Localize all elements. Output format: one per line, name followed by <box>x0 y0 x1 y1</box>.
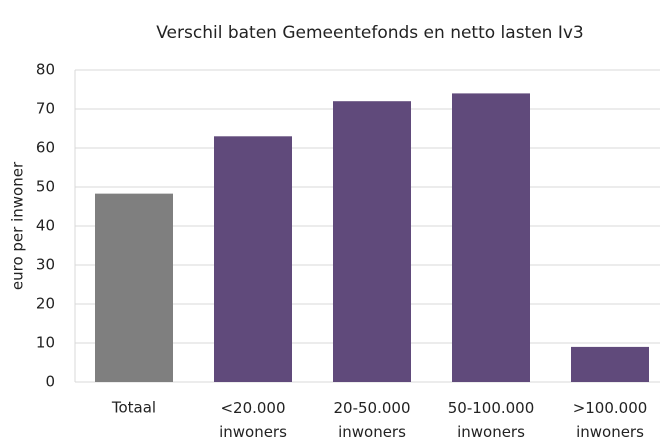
chart-title: Verschil baten Gemeentefonds en netto la… <box>156 23 584 43</box>
bar <box>95 193 173 382</box>
x-tick-label: >100.000 inwoners <box>573 399 648 441</box>
y-tick-label: 40 <box>36 217 55 235</box>
y-tick-label: 10 <box>36 334 55 352</box>
y-tick-label: 80 <box>36 61 55 79</box>
bar <box>452 93 530 383</box>
x-tick-label: 20-50.000 inwoners <box>334 399 411 441</box>
y-tick-label: 50 <box>36 178 55 196</box>
bar <box>571 346 649 382</box>
y-tick-label: 30 <box>36 256 55 274</box>
bar <box>333 101 411 382</box>
x-tick-label: Totaal <box>111 399 156 417</box>
y-tick-label: 0 <box>45 373 55 391</box>
bar <box>214 136 292 382</box>
y-tick-label: 60 <box>36 139 55 157</box>
y-tick-label: 70 <box>36 100 55 118</box>
x-tick-label: <20.000 inwoners <box>219 399 287 441</box>
y-tick-label: 20 <box>36 295 55 313</box>
y-axis-label: euro per inwoner <box>9 161 27 290</box>
x-tick-label: 50-100.000 inwoners <box>448 399 535 441</box>
